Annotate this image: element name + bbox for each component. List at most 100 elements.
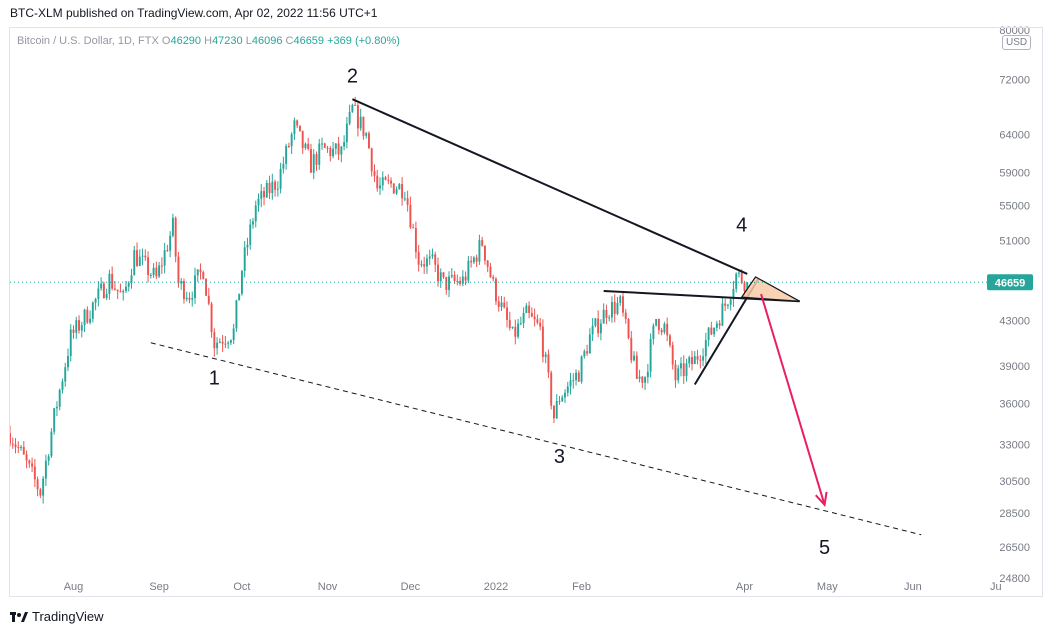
candle <box>274 179 277 197</box>
candle <box>547 349 550 378</box>
currency-selector[interactable]: USD <box>1002 35 1032 50</box>
candle <box>472 256 475 265</box>
candle <box>638 369 641 383</box>
candle <box>693 351 696 365</box>
candle <box>72 325 75 339</box>
candle <box>293 117 296 140</box>
candle <box>340 145 343 163</box>
candle <box>401 177 404 206</box>
footer-brand[interactable]: TradingView <box>10 609 104 624</box>
candle <box>130 268 133 289</box>
candle <box>635 351 638 379</box>
candle <box>403 191 406 202</box>
candle <box>160 257 163 275</box>
candle <box>180 277 183 290</box>
candle <box>69 324 72 362</box>
candle <box>122 289 125 301</box>
candle <box>351 103 354 113</box>
wave-label: 4 <box>736 215 747 237</box>
candle <box>572 373 575 389</box>
candle <box>55 401 58 417</box>
y-tick-label: 55000 <box>999 200 1030 212</box>
candle <box>586 344 589 357</box>
y-tick-label: 43000 <box>999 315 1030 327</box>
candle <box>616 296 619 316</box>
candle <box>224 335 227 349</box>
candle <box>492 274 495 282</box>
candle <box>100 277 103 291</box>
open-value: 46290 <box>170 35 202 47</box>
candle <box>334 143 337 155</box>
candle <box>138 249 141 267</box>
candle <box>163 242 166 274</box>
candle <box>196 269 199 282</box>
high-value: 47230 <box>212 35 243 47</box>
candle <box>511 326 514 329</box>
candle <box>91 301 94 323</box>
candle <box>384 175 387 181</box>
candle <box>249 218 252 250</box>
y-tick-label: 80000 <box>999 25 1030 37</box>
candle <box>14 438 17 454</box>
candle <box>713 327 716 337</box>
candle <box>152 263 155 278</box>
candle <box>343 135 346 151</box>
candle <box>721 296 724 327</box>
x-tick-label: Jun <box>904 581 922 593</box>
close-value: 46659 <box>293 35 325 47</box>
candle <box>379 177 381 195</box>
candle <box>646 364 649 384</box>
candle <box>688 355 691 368</box>
high-label: H <box>204 35 213 47</box>
candle <box>127 281 130 292</box>
candle <box>370 147 373 177</box>
candle <box>569 372 572 395</box>
candle <box>33 458 36 488</box>
wave-labels: 1 2 3 4 5 <box>209 66 830 560</box>
symbol-name: Bitcoin / U.S. Dollar, 1D, FTX <box>17 35 159 47</box>
candle <box>149 272 152 279</box>
candle <box>735 272 738 293</box>
candle <box>514 319 517 345</box>
candle <box>500 295 503 312</box>
candle <box>710 321 713 336</box>
x-tick-label: 2022 <box>484 581 508 593</box>
candle <box>301 130 304 154</box>
candle <box>359 108 362 131</box>
candle <box>97 281 100 307</box>
time-axis: Aug Sep Oct Nov Dec 2022 Feb Apr May Jun Ju <box>64 581 1002 593</box>
candle <box>691 350 693 371</box>
candle <box>497 296 500 312</box>
candle <box>622 292 624 317</box>
candle <box>704 332 707 365</box>
candle <box>425 254 428 274</box>
candle <box>260 184 263 208</box>
candle <box>9 425 11 447</box>
candle <box>599 319 602 341</box>
candlestick-series <box>9 96 749 504</box>
candle <box>111 266 114 291</box>
candle <box>602 303 605 324</box>
candle <box>89 310 92 325</box>
candle <box>610 296 613 323</box>
candle <box>423 256 426 274</box>
candle <box>439 268 442 288</box>
candle <box>702 348 705 367</box>
candle <box>199 263 202 280</box>
candle <box>133 245 136 276</box>
candle <box>495 277 497 305</box>
candle <box>304 142 307 150</box>
last-price-text: 46659 <box>995 277 1026 289</box>
x-tick-label: Nov <box>318 581 338 593</box>
candle <box>31 457 34 473</box>
candle <box>588 328 591 354</box>
x-tick-label: Sep <box>149 581 169 593</box>
candle <box>202 270 205 280</box>
candle <box>696 349 699 365</box>
candle <box>348 104 351 126</box>
y-tick-label: 64000 <box>999 129 1030 141</box>
candle <box>367 131 370 149</box>
y-tick-label: 59000 <box>999 167 1030 179</box>
candle <box>445 276 448 295</box>
